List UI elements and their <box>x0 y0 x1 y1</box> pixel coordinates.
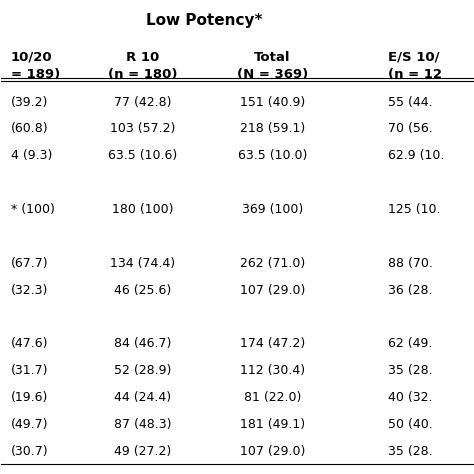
Text: 49 (27.2): 49 (27.2) <box>114 445 172 458</box>
Text: 35 (28.: 35 (28. <box>388 445 432 458</box>
Text: 88 (70.: 88 (70. <box>388 257 433 270</box>
Text: 81 (22.0): 81 (22.0) <box>244 391 301 404</box>
Text: (31.7): (31.7) <box>11 364 48 377</box>
Text: 52 (28.9): 52 (28.9) <box>114 364 172 377</box>
Text: 87 (48.3): 87 (48.3) <box>114 418 172 431</box>
Text: 46 (25.6): 46 (25.6) <box>114 283 172 297</box>
Text: 35 (28.: 35 (28. <box>388 364 432 377</box>
Text: 218 (59.1): 218 (59.1) <box>240 122 305 136</box>
Text: (60.8): (60.8) <box>11 122 48 136</box>
Text: (30.7): (30.7) <box>11 445 48 458</box>
Text: 40 (32.: 40 (32. <box>388 391 432 404</box>
Text: 180 (100): 180 (100) <box>112 203 173 216</box>
Text: 125 (10.: 125 (10. <box>388 203 440 216</box>
Text: 63.5 (10.0): 63.5 (10.0) <box>237 149 307 163</box>
Text: (49.7): (49.7) <box>11 418 48 431</box>
Text: 103 (57.2): 103 (57.2) <box>110 122 175 136</box>
Text: 36 (28.: 36 (28. <box>388 283 432 297</box>
Text: Total
(N = 369): Total (N = 369) <box>237 51 308 81</box>
Text: 151 (40.9): 151 (40.9) <box>240 96 305 109</box>
Text: E/S 10/
(n = 12: E/S 10/ (n = 12 <box>388 51 442 81</box>
Text: 10/20
= 189): 10/20 = 189) <box>11 51 60 81</box>
Text: 55 (44.: 55 (44. <box>388 96 432 109</box>
Text: 4 (9.3): 4 (9.3) <box>11 149 52 163</box>
Text: * (100): * (100) <box>11 203 55 216</box>
Text: 107 (29.0): 107 (29.0) <box>240 283 305 297</box>
Text: 77 (42.8): 77 (42.8) <box>114 96 172 109</box>
Text: 112 (30.4): 112 (30.4) <box>240 364 305 377</box>
Text: Low Potency*: Low Potency* <box>146 13 262 28</box>
Text: (39.2): (39.2) <box>11 96 48 109</box>
Text: (19.6): (19.6) <box>11 391 48 404</box>
Text: 107 (29.0): 107 (29.0) <box>240 445 305 458</box>
Text: 84 (46.7): 84 (46.7) <box>114 337 172 350</box>
Text: R 10
(n = 180): R 10 (n = 180) <box>108 51 177 81</box>
Text: (32.3): (32.3) <box>11 283 48 297</box>
Text: 70 (56.: 70 (56. <box>388 122 433 136</box>
Text: 44 (24.4): 44 (24.4) <box>114 391 171 404</box>
Text: (47.6): (47.6) <box>11 337 48 350</box>
Text: 62.9 (10.: 62.9 (10. <box>388 149 444 163</box>
Text: 174 (47.2): 174 (47.2) <box>240 337 305 350</box>
Text: 50 (40.: 50 (40. <box>388 418 433 431</box>
Text: 134 (74.4): 134 (74.4) <box>110 257 175 270</box>
Text: 262 (71.0): 262 (71.0) <box>240 257 305 270</box>
Text: 181 (49.1): 181 (49.1) <box>240 418 305 431</box>
Text: 369 (100): 369 (100) <box>242 203 303 216</box>
Text: 63.5 (10.6): 63.5 (10.6) <box>108 149 177 163</box>
Text: 62 (49.: 62 (49. <box>388 337 432 350</box>
Text: (67.7): (67.7) <box>11 257 48 270</box>
